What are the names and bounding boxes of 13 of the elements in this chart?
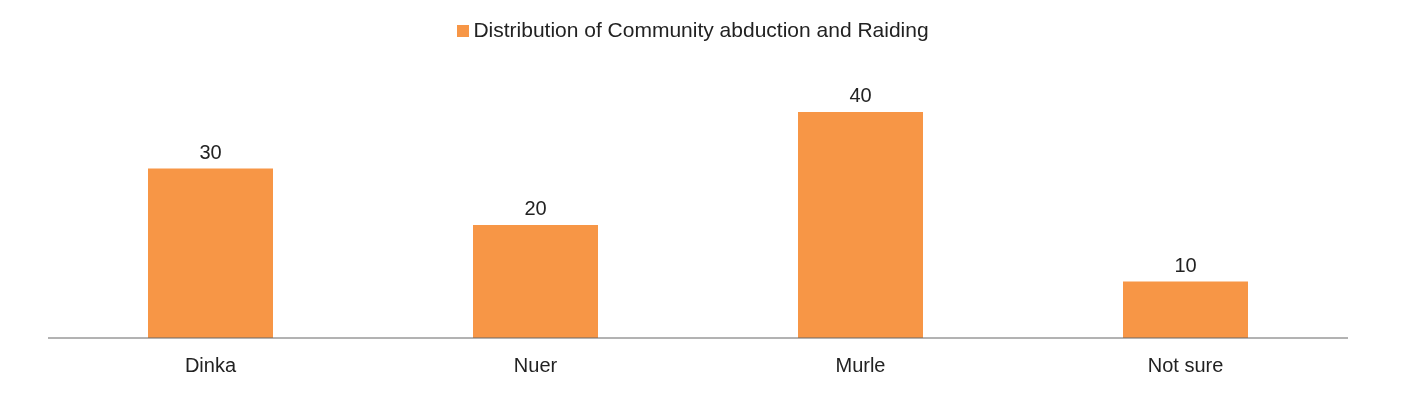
legend-label: Distribution of Community abduction and Raiding (473, 18, 929, 41)
x-tick-label: Not sure (1147, 354, 1224, 377)
data-label: 20 (524, 197, 547, 219)
x-tick-label: Dinka (184, 354, 237, 377)
x-tick-label: Nuer (513, 354, 558, 377)
bar (1123, 281, 1248, 338)
data-label: 40 (849, 84, 872, 106)
x-tick-label: Murle (835, 354, 886, 377)
data-label: 30 (199, 140, 222, 163)
data-label: 10 (1174, 253, 1197, 276)
bar (148, 168, 273, 338)
bar (798, 112, 923, 338)
bar (473, 225, 598, 338)
